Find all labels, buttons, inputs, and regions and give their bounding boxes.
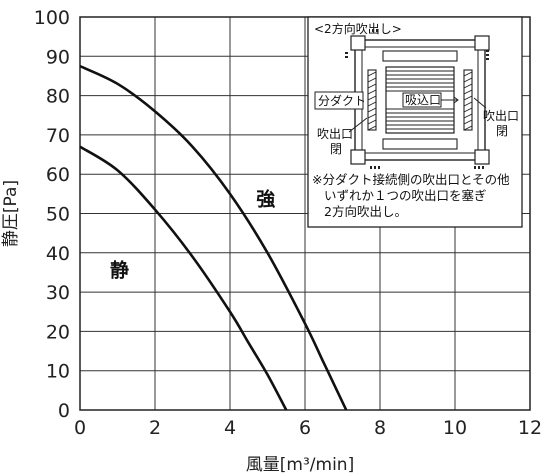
y-tick-label: 100	[34, 7, 70, 29]
x-tick-label: 2	[149, 417, 161, 439]
inset-diagram: <2方向吹出し> 吸込口 分ダクト	[307, 16, 523, 228]
y-tick-label: 40	[46, 243, 70, 265]
right-outlet-leader	[473, 97, 487, 109]
x-tick-labels: 0 2 4 6 8 10 12	[74, 417, 542, 439]
y-tick-label: 50	[46, 204, 70, 226]
x-tick-label: 10	[443, 417, 467, 439]
duct-label-box	[314, 91, 364, 110]
intake-label: 吸込口	[405, 93, 441, 107]
outlet-top	[382, 50, 458, 62]
y-tick-label: 90	[46, 46, 70, 68]
y-tick-labels: 0 10 20 30 40 50 60 70 80 90 100	[34, 7, 70, 422]
duct-label: 分ダクト	[318, 93, 366, 108]
y-tick-label: 20	[46, 321, 70, 343]
x-tick-label: 8	[374, 417, 386, 439]
y-tick-label: 0	[58, 400, 70, 422]
intake-arrow	[441, 96, 459, 104]
y-tick-label: 80	[46, 86, 70, 108]
y-tick-label: 30	[46, 282, 70, 304]
outlet-left-label: 吹出口	[317, 127, 353, 141]
x-tick-label: 12	[518, 417, 542, 439]
x-tick-label: 4	[224, 417, 236, 439]
outlet-bottom	[382, 138, 458, 150]
series-line-quiet	[79, 145, 288, 411]
y-tick-label: 10	[46, 361, 70, 383]
series-label-quiet: 静	[110, 258, 129, 281]
outlet-left-closed	[367, 69, 377, 131]
left-outlet-leader	[348, 117, 368, 133]
series-group	[79, 64, 348, 411]
outlet-left-closed-label: 閉	[330, 142, 342, 156]
x-axis-label: 風量[m³/min]	[246, 455, 354, 475]
inset-title: <2方向吹出し>	[314, 21, 402, 36]
y-tick-label: 60	[46, 164, 70, 186]
x-tick-label: 0	[74, 417, 86, 439]
series-line-strong	[79, 64, 348, 411]
corner-bl	[350, 149, 366, 165]
y-tick-label: 70	[46, 125, 70, 147]
outlet-right-closed-label: 閉	[496, 124, 508, 138]
inset-note-line-3: 2方向吹出し。	[324, 204, 407, 219]
x-tick-label: 6	[299, 417, 311, 439]
plot-frame	[79, 16, 531, 411]
y-axis-label: 静圧[Pa]	[1, 180, 21, 247]
corner-tl	[350, 35, 366, 51]
inset-note-line-1: ※分ダクト接続側の吹出口とその他	[312, 172, 510, 187]
position-dots	[345, 29, 489, 169]
series-label-strong: 強	[256, 189, 275, 211]
outlet-right-label: 吹出口	[483, 109, 519, 123]
corner-tr	[474, 35, 490, 51]
corner-br	[474, 149, 490, 165]
outlet-right-closed	[463, 69, 473, 131]
inset-note-line-2: いずれか１つの吹出口を塞ぎ	[324, 188, 487, 203]
